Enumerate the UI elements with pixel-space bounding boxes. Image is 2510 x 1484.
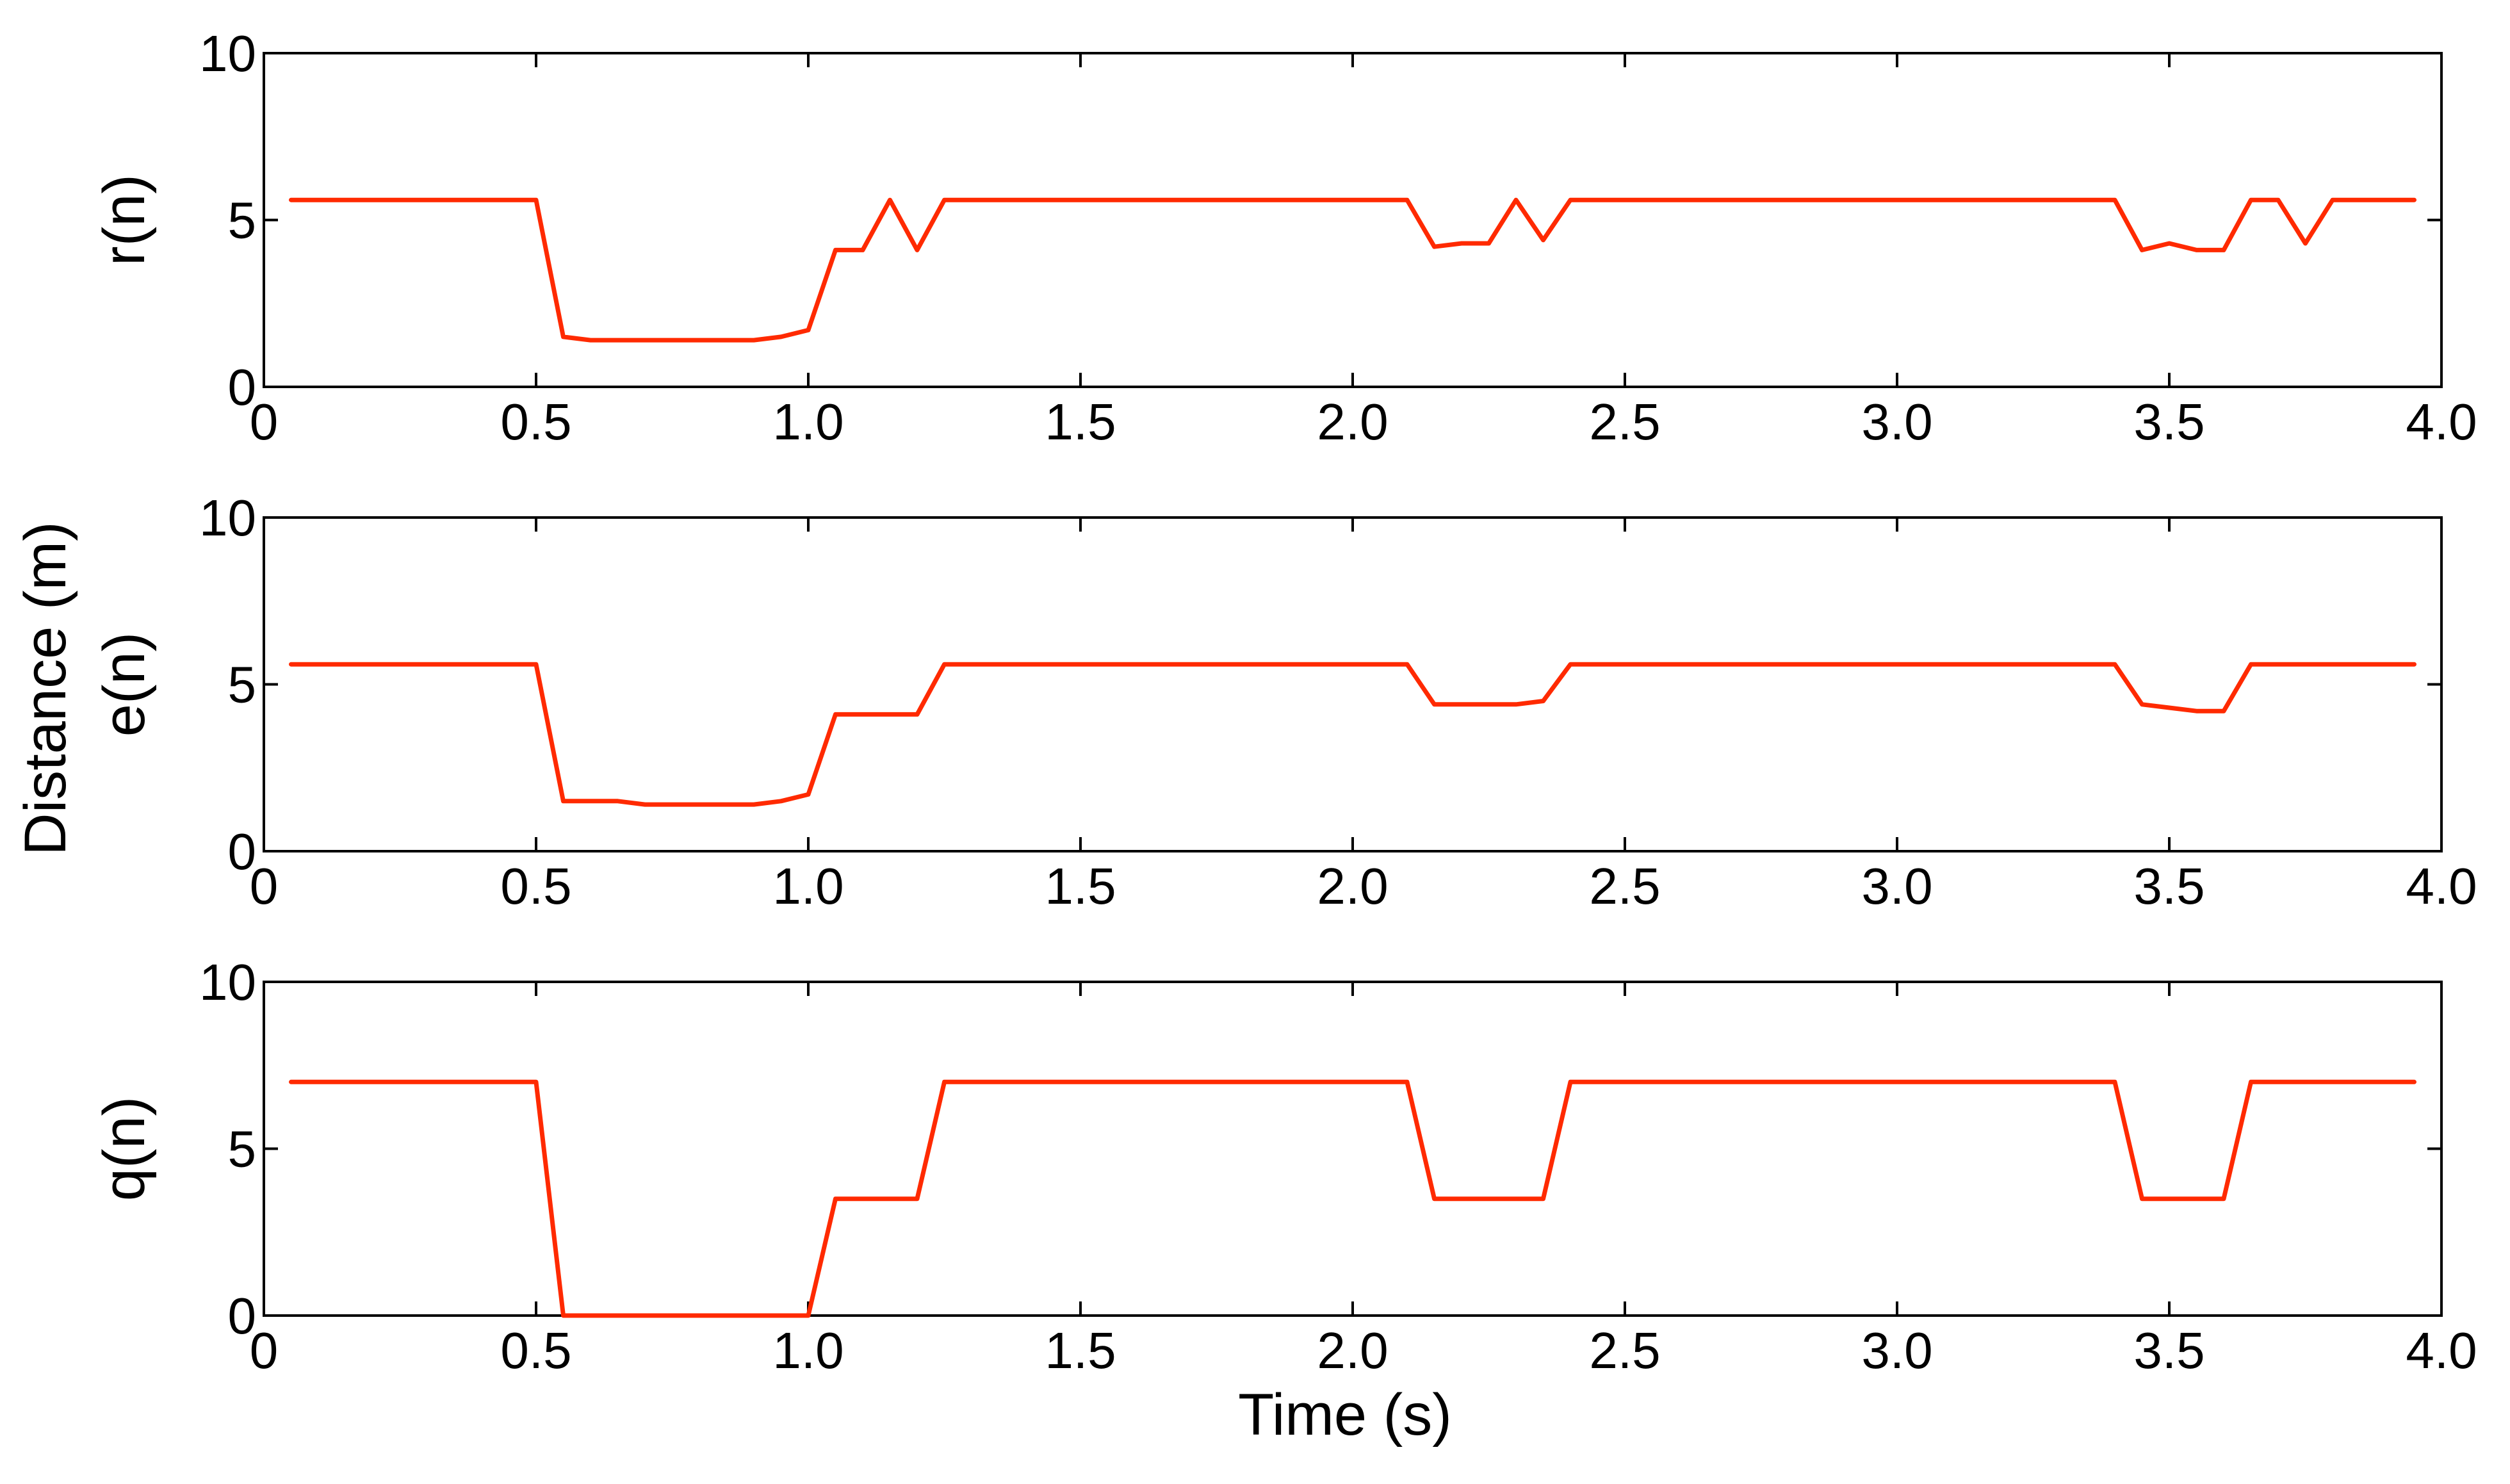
x-tick-label: 0.5 — [500, 1322, 571, 1379]
x-tick-label: 4.0 — [2406, 393, 2477, 450]
plot-frame — [263, 981, 2443, 1317]
x-tick-label: 2.0 — [1317, 858, 1388, 915]
panel-1: 0 0.5 1.0 1.5 2.0 2.5 3.0 3.5 4.0 0 5 10 r(n) — [92, 25, 2477, 450]
series-line — [289, 1079, 2416, 1318]
y-tick-label: 0 — [228, 823, 257, 880]
shared-y-axis-label: Distance (m) — [13, 521, 78, 855]
x-tick-label: 1.5 — [1045, 858, 1116, 915]
y-axis-label: e(n) — [92, 632, 157, 737]
x-tick-label: 3.5 — [2133, 393, 2204, 450]
x-tick-label: 2.0 — [1317, 393, 1388, 450]
x-axis-label: Time (s) — [1238, 1382, 1452, 1447]
x-tick-label: 2.5 — [1589, 858, 1660, 915]
x-tick-label: 3.5 — [2133, 1322, 2204, 1379]
x-tick-label: 2.0 — [1317, 1322, 1388, 1379]
x-tick-label: 4.0 — [2406, 1322, 2477, 1379]
x-tick-label: 1.0 — [772, 393, 843, 450]
x-tick-label: 0.5 — [500, 393, 571, 450]
series-line — [289, 662, 2416, 807]
plot-frame — [263, 516, 2443, 852]
x-tick-label: 0 — [250, 1322, 279, 1379]
x-tick-label: 1.5 — [1045, 393, 1116, 450]
panel-2: 0 0.5 1.0 1.5 2.0 2.5 3.0 3.5 4.0 0 5 10 e(n) — [92, 489, 2477, 915]
y-tick-label: 5 — [228, 1121, 257, 1178]
y-tick-label: 5 — [228, 656, 257, 713]
x-tick-label: 0 — [250, 858, 279, 915]
series-line — [289, 197, 2416, 343]
panel-3: 0 0.5 1.0 1.5 2.0 2.5 3.0 3.5 4.0 0 5 10 q(n) — [92, 954, 2477, 1379]
y-tick-label: 10 — [199, 954, 256, 1011]
y-tick-label: 0 — [228, 1287, 257, 1344]
x-tick-label: 1.0 — [772, 858, 843, 915]
x-tick-label: 3.5 — [2133, 858, 2204, 915]
x-tick-label: 4.0 — [2406, 858, 2477, 915]
y-tick-label: 10 — [199, 25, 256, 82]
y-axis-label: r(n) — [92, 174, 157, 266]
y-tick-label: 5 — [228, 192, 257, 249]
y-tick-label: 0 — [228, 359, 257, 416]
x-tick-label: 0 — [250, 393, 279, 450]
x-tick-label: 1.0 — [772, 1322, 843, 1379]
x-tick-label: 3.0 — [1861, 858, 1932, 915]
y-axis-label: q(n) — [92, 1097, 157, 1202]
x-tick-label: 3.0 — [1861, 1322, 1932, 1379]
x-tick-label: 1.5 — [1045, 1322, 1116, 1379]
x-tick-label: 2.5 — [1589, 393, 1660, 450]
y-tick-label: 10 — [199, 489, 256, 546]
x-tick-label: 2.5 — [1589, 1322, 1660, 1379]
plot-frame — [263, 52, 2443, 388]
x-tick-label: 0.5 — [500, 858, 571, 915]
x-tick-label: 3.0 — [1861, 393, 1932, 450]
